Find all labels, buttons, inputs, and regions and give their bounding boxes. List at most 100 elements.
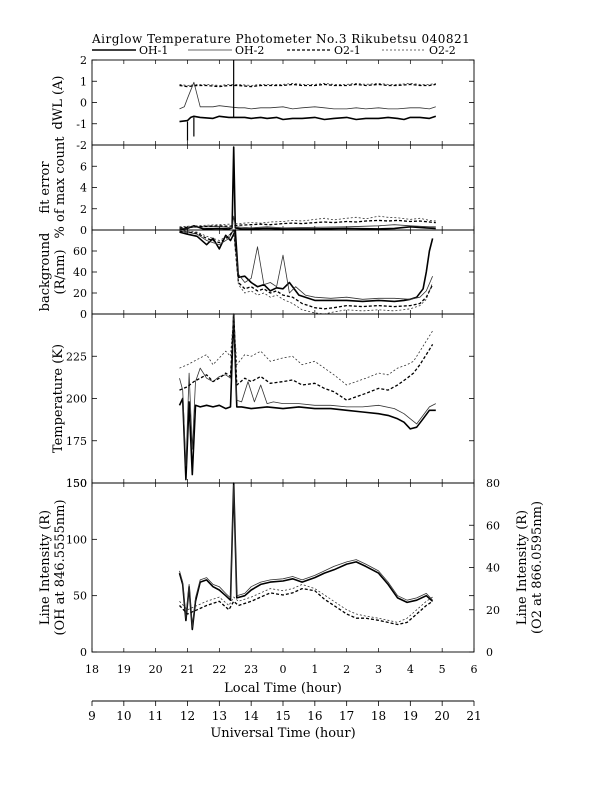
panel-frame: [91, 59, 475, 146]
y-tick-label: 2: [80, 203, 87, 216]
y-axis-label: fit error: [38, 161, 53, 214]
y-tick-label: 0: [80, 97, 87, 110]
panel-frame: [91, 144, 475, 231]
y-tick-label: -1: [76, 118, 87, 131]
y-axis-label-2: (OH at 846.5555nm): [53, 499, 68, 635]
x-local-tick-label: 3: [375, 663, 382, 676]
chart-title: Airglow Temperature Photometer No.3 Riku…: [91, 32, 470, 46]
series-o2-2-line: [179, 313, 433, 386]
y-right-tick-label: 80: [486, 477, 500, 490]
series-oh-1-line: [178, 482, 434, 631]
y-tick-label: 0: [80, 646, 87, 659]
x-universal-tick-label: 10: [116, 709, 131, 723]
y-axis-label-2: (R/nm): [53, 249, 68, 294]
x-local-tick-label: 19: [117, 663, 131, 676]
x-universal-tick-label: 19: [403, 709, 418, 723]
y-right-axis-label: Line Intensity (R): [515, 510, 530, 625]
panel-frame: [91, 229, 475, 315]
x-local-tick-label: 22: [212, 663, 226, 676]
series-o2-2-line: [179, 229, 433, 315]
series-oh-2-line: [179, 81, 436, 110]
series-oh-1-line: [179, 115, 437, 123]
panel-temperature: 225 200 175 150 Temperature (K): [51, 313, 475, 490]
y-axis-label-2: % of max count: [53, 136, 68, 239]
x-universal-tick-label: 21: [466, 709, 481, 723]
panel-frame: [91, 482, 475, 653]
y-tick-label: 50: [73, 590, 87, 603]
y-right-axis-label-2: (O2 at 866.0595nm): [530, 501, 545, 634]
panel-series: [179, 229, 434, 315]
y-tick-label: 4: [80, 182, 87, 195]
panel-dwl: 2 1 0 -1 -2 dWL (A): [51, 54, 475, 152]
x-local-tick-label: 2: [343, 663, 350, 676]
y-axis-label: background: [38, 233, 53, 312]
y-tick-label: 0: [80, 224, 87, 237]
legend-label-oh-1: OH-1: [139, 44, 168, 57]
series-oh-1-line: [179, 229, 434, 303]
y-tick-label: 225: [66, 350, 87, 363]
series-oh-2-line: [179, 215, 436, 230]
x-universal-tick-label: 11: [148, 709, 163, 723]
x-universal-tick-label: 13: [212, 709, 227, 723]
panel-background: 60 40 20 0 background (R/nm): [38, 229, 475, 321]
series-oh-2-line: [179, 229, 433, 300]
legend-label-o2-2: O2-2: [429, 44, 456, 57]
x-local-axis-label: Local Time (hour): [224, 681, 342, 696]
legend-label-o2-1: O2-1: [334, 44, 361, 57]
x-universal-tick-label: 14: [244, 709, 260, 723]
y-right-tick-label: 0: [486, 646, 493, 659]
y-axis-label: Temperature (K): [51, 344, 66, 453]
y-axis-label: dWL (A): [51, 76, 66, 130]
y-right-tick-label: 40: [486, 562, 500, 575]
y-axis-label: Line Intensity (R): [38, 510, 53, 625]
series-o2-2-line: [179, 215, 436, 228]
x-universal-tick-label: 17: [339, 709, 354, 723]
y-tick-label: 20: [73, 287, 87, 300]
x-universal-tick-label: 20: [435, 709, 450, 723]
panel-series: [179, 60, 437, 141]
y-right-tick-label: 20: [486, 604, 500, 617]
x-local-tick-label: 5: [439, 663, 446, 676]
panel-series: [178, 313, 436, 481]
y-tick-label: -2: [76, 139, 87, 152]
y-tick-label: 200: [66, 393, 87, 406]
y-tick-label: 40: [73, 266, 87, 279]
y-tick-label: 6: [80, 160, 87, 173]
series-o2-1-line: [179, 587, 433, 626]
x-local-tick-label: 20: [149, 663, 163, 676]
y-tick-label: 150: [66, 477, 87, 490]
y-tick-label: 150: [66, 477, 87, 490]
x-local-tick-label: 4: [407, 663, 414, 676]
panel-fiterr: 6 4 2 0 fit error% of max count: [38, 136, 475, 239]
x-universal-axis-label: Universal Time (hour): [210, 726, 355, 741]
series-oh-1-line: [179, 146, 436, 230]
x-local-tick-label: 18: [85, 663, 99, 676]
series-oh-2-line: [179, 313, 436, 467]
y-tick-label: 60: [73, 245, 87, 258]
x-universal-tick-label: 9: [88, 709, 96, 723]
y-tick-label: 1: [80, 75, 87, 88]
y-tick-label: 100: [66, 533, 87, 546]
series-o2-1-line: [179, 229, 434, 310]
series-o2-2-line: [179, 584, 433, 623]
y-tick-label: 175: [66, 435, 87, 448]
series-oh-1-line: [178, 313, 436, 481]
y-right-tick-label: 60: [486, 519, 500, 532]
x-local-tick-label: 1: [311, 663, 318, 676]
x-universal-tick-label: 18: [371, 709, 386, 723]
chart-panels: 2 1 0 -1 -2 dWL (A) 6 4 20 fit error% of max coun…: [38, 54, 545, 659]
panel-series: [178, 482, 434, 631]
x-local-tick-label: 6: [471, 663, 478, 676]
series-o2-2-line: [179, 83, 436, 86]
series-o2-1-line: [179, 83, 436, 88]
x-universal-tick-label: 15: [275, 709, 290, 723]
x-universal-tick-label: 12: [180, 709, 195, 723]
legend-label-oh-2: OH-2: [235, 44, 264, 57]
y-tick-label: 0: [80, 308, 87, 321]
x-local-tick-label: 23: [244, 663, 258, 676]
series-oh-2-line: [179, 484, 433, 628]
series-o2-1-line: [179, 219, 436, 229]
